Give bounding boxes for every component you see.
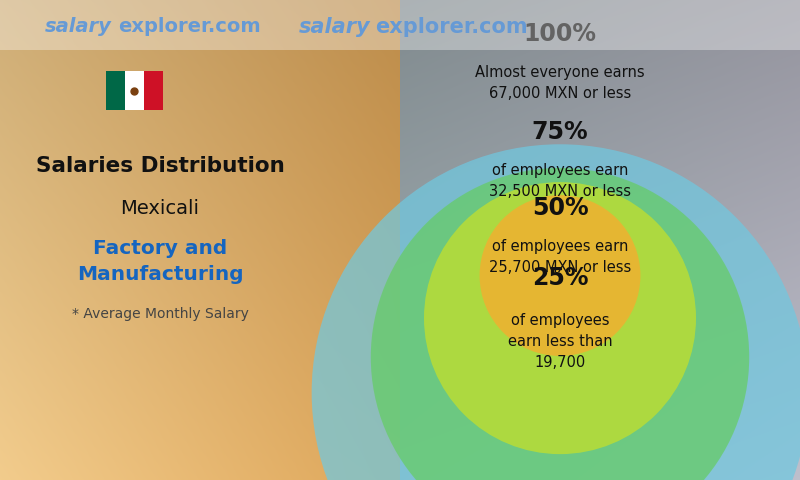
Text: 50%: 50% [532, 196, 588, 220]
Text: Salaries Distribution: Salaries Distribution [36, 156, 284, 176]
Text: * Average Monthly Salary: * Average Monthly Salary [71, 307, 249, 322]
Text: of employees
earn less than
19,700: of employees earn less than 19,700 [508, 313, 612, 371]
Text: Factory and
Manufacturing: Factory and Manufacturing [77, 239, 243, 284]
Circle shape [370, 168, 750, 480]
FancyBboxPatch shape [106, 71, 125, 110]
Circle shape [312, 144, 800, 480]
FancyBboxPatch shape [144, 71, 163, 110]
Text: salary: salary [45, 17, 112, 36]
Text: of employees earn
32,500 MXN or less: of employees earn 32,500 MXN or less [489, 163, 631, 199]
Text: explorer.com: explorer.com [118, 17, 261, 36]
Text: of employees earn
25,700 MXN or less: of employees earn 25,700 MXN or less [489, 239, 631, 275]
FancyBboxPatch shape [125, 71, 144, 110]
Text: 25%: 25% [532, 266, 588, 290]
Text: 75%: 75% [532, 120, 588, 144]
Text: 100%: 100% [523, 22, 597, 46]
Circle shape [424, 182, 696, 454]
Circle shape [479, 195, 641, 356]
Text: Mexicali: Mexicali [121, 199, 199, 218]
Text: Almost everyone earns
67,000 MXN or less: Almost everyone earns 67,000 MXN or less [475, 65, 645, 101]
Text: explorer.com: explorer.com [375, 17, 528, 36]
Text: salary: salary [298, 17, 370, 36]
